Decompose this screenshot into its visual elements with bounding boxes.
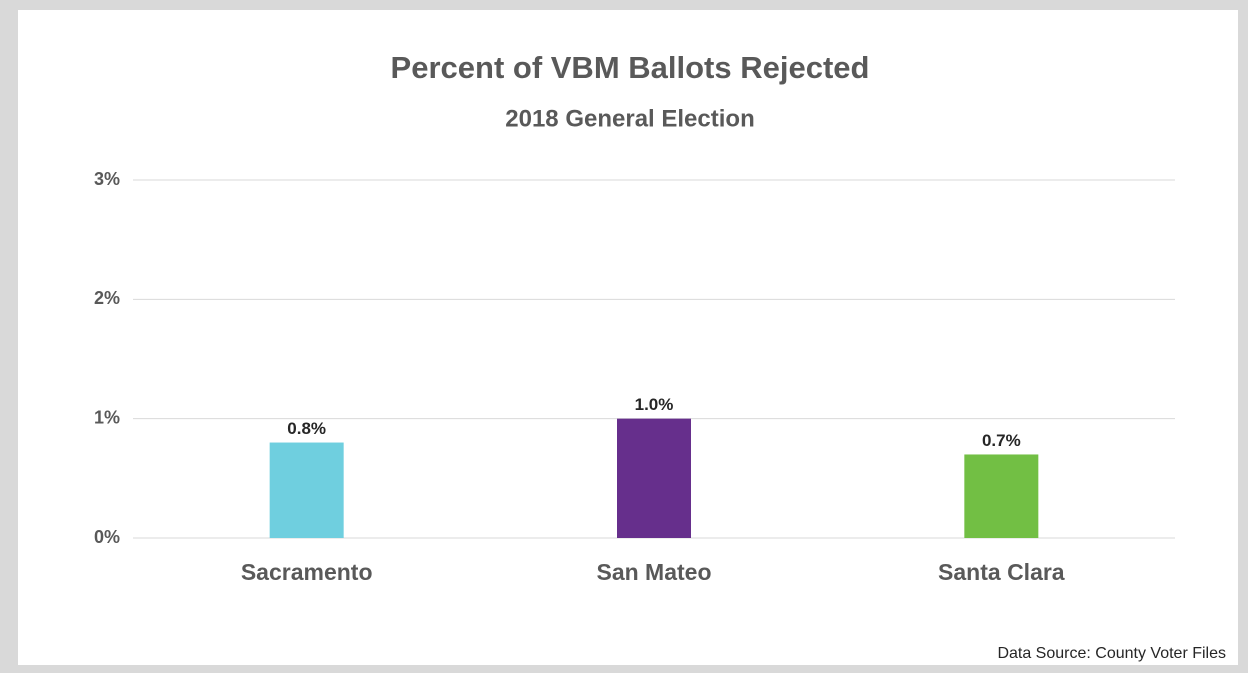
bar xyxy=(269,442,344,538)
bar xyxy=(617,418,691,538)
y-tick-label: 3% xyxy=(94,169,120,189)
x-tick-label: Sacramento xyxy=(241,559,373,585)
y-tick-label: 0% xyxy=(94,527,120,547)
data-label: 1.0% xyxy=(635,395,674,414)
chart-panel xyxy=(18,10,1238,665)
source-note: Data Source: County Voter Files xyxy=(997,645,1226,662)
x-tick-label: San Mateo xyxy=(596,559,711,585)
x-tick-label: Santa Clara xyxy=(938,559,1065,585)
chart-subtitle: 2018 General Election xyxy=(505,105,754,132)
data-label: 0.8% xyxy=(287,419,326,438)
y-tick-label: 2% xyxy=(94,288,120,308)
chart-title: Percent of VBM Ballots Rejected xyxy=(391,50,870,85)
bar xyxy=(964,454,1039,538)
data-label: 0.7% xyxy=(982,431,1021,450)
y-tick-label: 1% xyxy=(94,407,120,427)
